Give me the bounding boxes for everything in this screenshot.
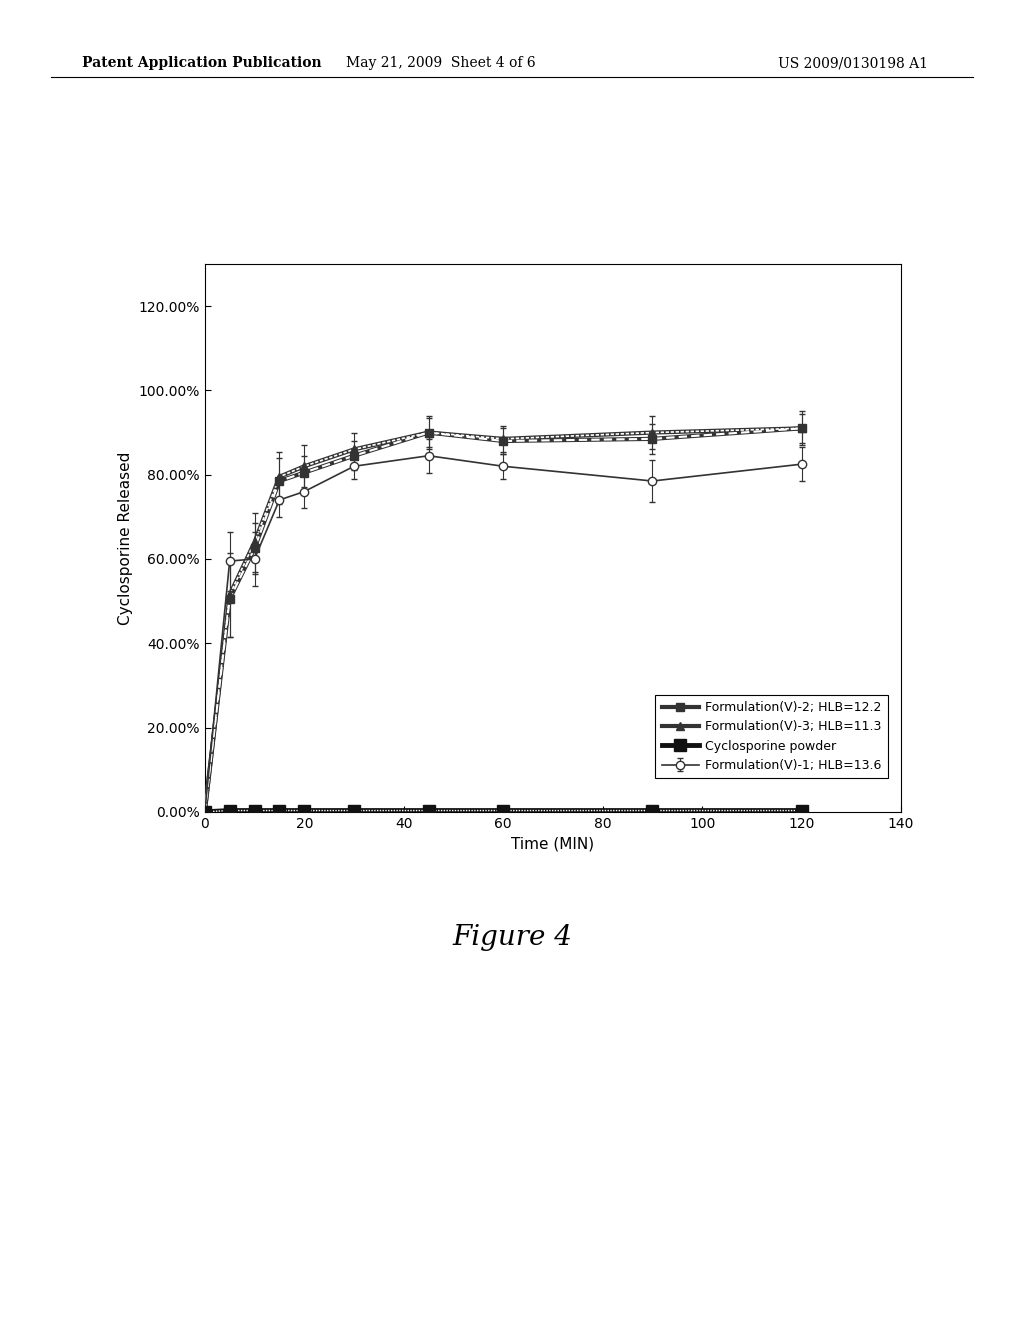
Y-axis label: Cyclosporine Released: Cyclosporine Released (118, 451, 133, 624)
X-axis label: Time (MIN): Time (MIN) (511, 836, 595, 851)
Text: US 2009/0130198 A1: US 2009/0130198 A1 (778, 57, 928, 70)
Text: Figure 4: Figure 4 (452, 924, 572, 950)
Text: May 21, 2009  Sheet 4 of 6: May 21, 2009 Sheet 4 of 6 (345, 57, 536, 70)
Legend: Formulation(V)-2; HLB=12.2, Formulation(V)-3; HLB=11.3, Cyclosporine powder, For: Formulation(V)-2; HLB=12.2, Formulation(… (655, 694, 888, 779)
Text: Patent Application Publication: Patent Application Publication (82, 57, 322, 70)
